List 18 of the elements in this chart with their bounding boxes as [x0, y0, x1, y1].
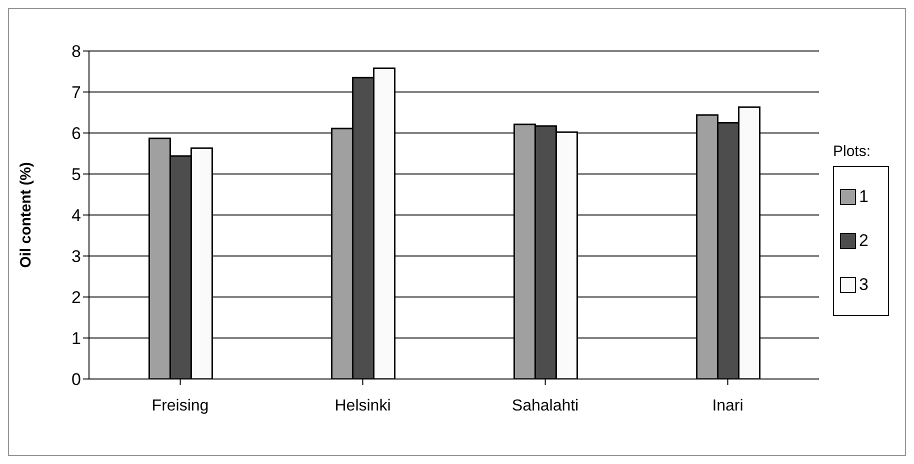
legend-label: 1	[859, 186, 868, 206]
y-tick-label: 5	[72, 165, 81, 184]
x-tick-label: Helsinki	[334, 397, 391, 414]
y-tick-label: 0	[72, 370, 81, 390]
y-tick-label: 4	[72, 206, 81, 226]
y-tick-label: 3	[72, 247, 81, 266]
y-axis-title: Oil content (%)	[17, 162, 34, 268]
y-tick-label: 7	[72, 83, 81, 102]
y-tick-label: 1	[72, 329, 81, 348]
x-tick-label: Inari	[712, 397, 744, 414]
x-tick-label: Sahalahti	[512, 397, 579, 414]
y-tick-label: 8	[72, 42, 81, 62]
y-tick-label: 6	[72, 124, 81, 144]
x-tick-label: Freising	[152, 397, 209, 414]
legend-title: Plots:	[833, 142, 872, 160]
legend-label: 2	[859, 230, 868, 250]
legend-label: 3	[859, 274, 868, 294]
y-tick-label: 2	[72, 288, 81, 308]
